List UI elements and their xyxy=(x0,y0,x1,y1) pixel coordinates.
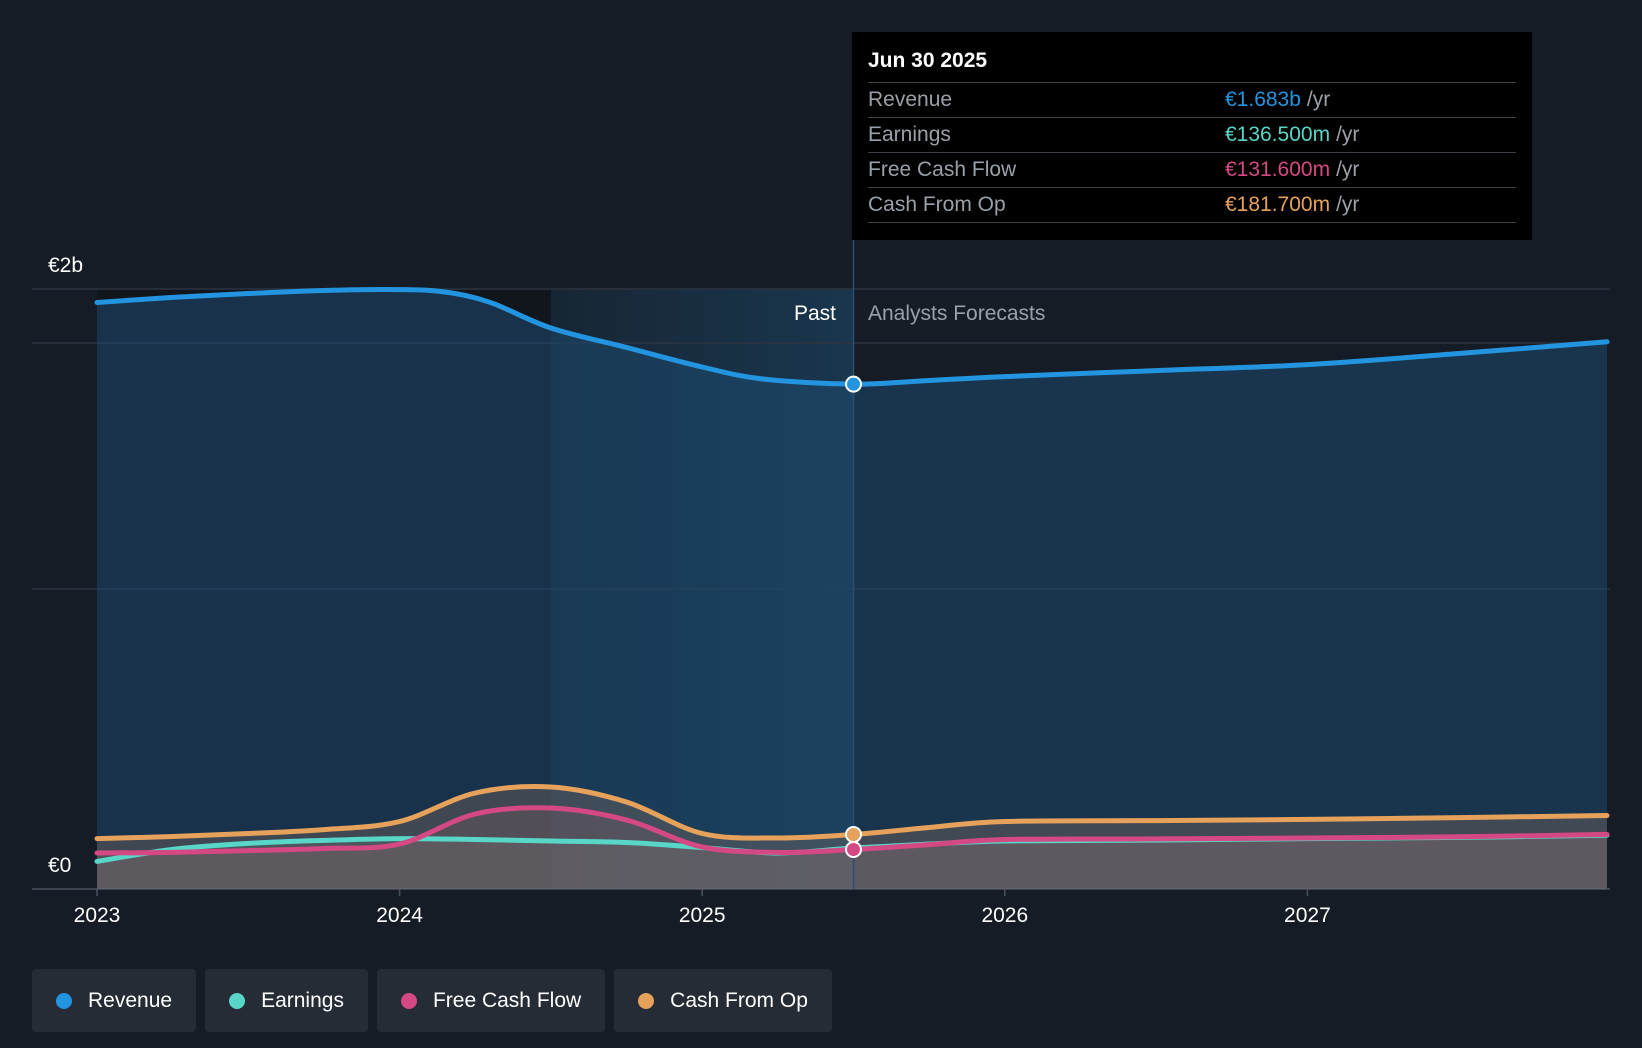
tooltip-row: Cash From Op €181.700m/yr xyxy=(868,188,1516,223)
legend-label: Revenue xyxy=(88,988,173,1012)
y-tick-zero: €0 xyxy=(48,854,71,877)
legend-label: Free Cash Flow xyxy=(432,988,582,1012)
tooltip-value: €1.683b xyxy=(1225,88,1301,111)
legend-dot-icon xyxy=(56,992,72,1009)
tooltip-value: €181.700m xyxy=(1225,193,1331,216)
y-tick-top: €2b xyxy=(48,254,83,277)
x-tick-label: 2024 xyxy=(376,904,423,927)
tooltip-unit: /yr xyxy=(1306,88,1331,111)
x-tick-label: 2027 xyxy=(1284,904,1331,927)
tooltip-value: €136.500m xyxy=(1225,123,1331,146)
tooltip: Jun 30 2025 Revenue €1.683b/yr Earnings €13… xyxy=(852,32,1532,240)
legend-dot-icon xyxy=(638,992,655,1009)
line-cash-from-op xyxy=(94,783,1610,842)
legend-item-cash-from-op[interactable]: Cash From Op xyxy=(614,969,832,1032)
tooltip-unit: /yr xyxy=(1336,193,1360,216)
legend-item-free-cash-flow[interactable]: Free Cash Flow xyxy=(376,969,606,1032)
marker-free-cash-flow[interactable] xyxy=(845,841,862,859)
tooltip-label: Earnings xyxy=(868,123,951,146)
tooltip-label: Revenue xyxy=(868,88,953,111)
forecast-label: Analysts Forecasts xyxy=(868,302,1045,325)
x-tick-label: 2026 xyxy=(981,904,1028,927)
tooltip-row: Free Cash Flow €131.600m/yr xyxy=(868,153,1516,188)
legend-label: Earnings xyxy=(261,988,344,1012)
tooltip-label: Cash From Op xyxy=(868,193,1006,216)
marker-cash-from-op[interactable] xyxy=(845,825,862,843)
marker-revenue[interactable] xyxy=(845,375,862,393)
legend-label: Cash From Op xyxy=(670,988,808,1012)
area-free-cash-flow xyxy=(97,807,1607,889)
legend-dot-icon xyxy=(229,992,246,1009)
tooltip-label: Free Cash Flow xyxy=(868,158,1017,181)
legend: Revenue Earnings Free Cash Flow Cash From O… xyxy=(32,969,832,1032)
legend-dot-icon xyxy=(400,992,417,1009)
area-revenue xyxy=(97,289,1607,889)
tooltip-unit: /yr xyxy=(1336,123,1360,146)
tooltip-unit: /yr xyxy=(1336,158,1360,181)
line-free-cash-flow xyxy=(94,805,1610,856)
x-tick-label: 2023 xyxy=(74,904,121,927)
tooltip-date: Jun 30 2025 xyxy=(868,46,1516,83)
line-revenue xyxy=(94,287,1610,387)
area-earnings xyxy=(97,835,1607,889)
past-label: Past xyxy=(794,302,836,325)
tooltip-value: €131.600m xyxy=(1225,158,1331,181)
x-tick-label: 2025 xyxy=(679,904,726,927)
legend-item-revenue[interactable]: Revenue xyxy=(32,969,197,1032)
tooltip-row: Earnings €136.500m/yr xyxy=(868,118,1516,153)
legend-item-earnings[interactable]: Earnings xyxy=(205,969,368,1032)
tooltip-row: Revenue €1.683b/yr xyxy=(868,83,1516,118)
